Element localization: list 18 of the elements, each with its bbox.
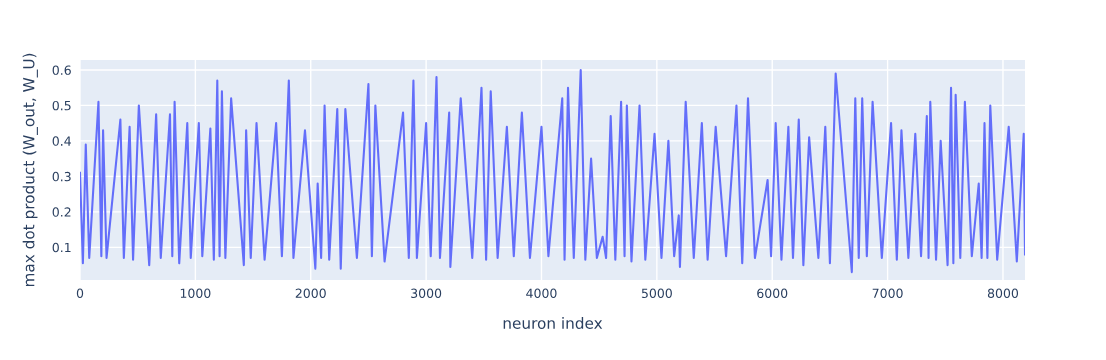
x-tick-label: 5000 bbox=[641, 288, 672, 299]
y-tick-label: 0.3 bbox=[52, 171, 71, 182]
x-tick-label: 3000 bbox=[411, 288, 442, 299]
y-tick-label: 0.4 bbox=[52, 136, 71, 146]
y-tick-label: 0.2 bbox=[52, 207, 71, 217]
x-tick-label: 7000 bbox=[872, 288, 903, 299]
x-tick-label: 1000 bbox=[180, 288, 211, 299]
y-tick-label: 0.1 bbox=[52, 242, 71, 253]
y-axis-title: max dot product (W_out, W_U) bbox=[22, 53, 38, 287]
x-tick-label: 4000 bbox=[526, 288, 557, 299]
x-axis-title: neuron index bbox=[503, 317, 603, 329]
x-tick-label: 2000 bbox=[295, 288, 326, 299]
y-tick-label: 0.5 bbox=[52, 100, 71, 111]
line-series bbox=[80, 68, 1025, 274]
x-tick-label: 8000 bbox=[987, 288, 1019, 299]
x-tick-label: 0 bbox=[76, 288, 84, 299]
y-tick-label: 0.6 bbox=[52, 65, 71, 75]
x-tick-label: 6000 bbox=[757, 288, 788, 299]
